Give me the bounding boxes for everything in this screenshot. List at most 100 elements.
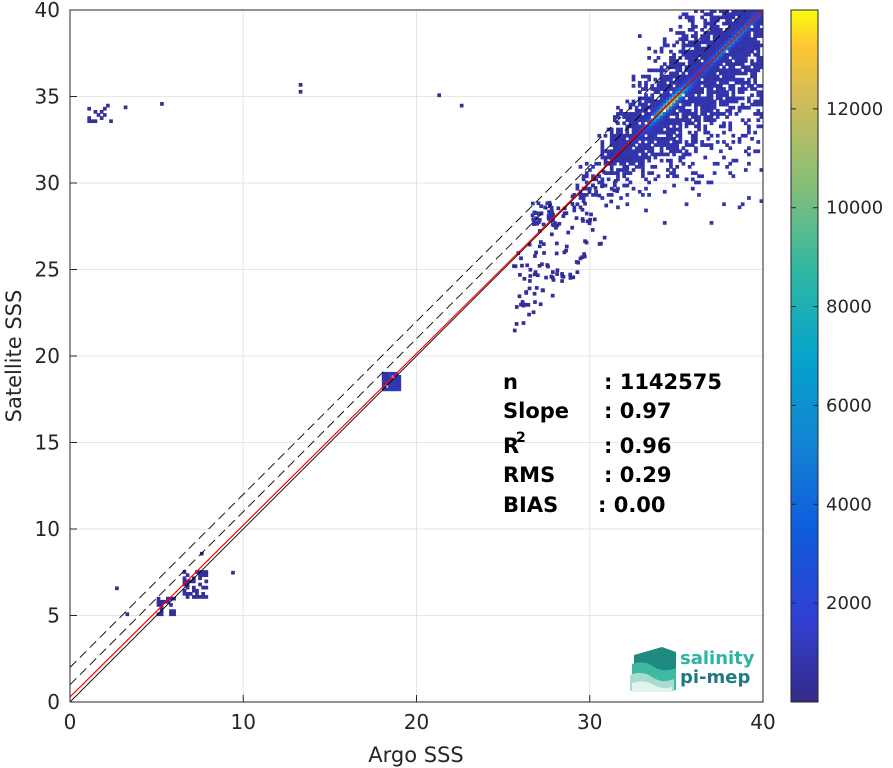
density-cell (675, 143, 680, 147)
density-cell (669, 96, 673, 101)
density-cell (687, 84, 692, 88)
density-cell (697, 193, 701, 197)
density-cell (625, 118, 630, 123)
density-cell (201, 591, 206, 596)
density-cell (753, 77, 758, 82)
density-cell (737, 77, 742, 82)
density-cell (616, 158, 620, 163)
density-cell (669, 130, 673, 135)
density-cell (612, 188, 617, 193)
density-cell (684, 52, 689, 57)
density-cell (722, 71, 726, 76)
density-cell (634, 105, 639, 110)
density-cell (619, 127, 623, 132)
density-cell (725, 37, 729, 42)
density-cell (737, 37, 742, 42)
density-cell (641, 168, 645, 172)
density-cell (740, 87, 745, 91)
density-cell (678, 49, 683, 54)
density-cell (694, 171, 698, 175)
density-cell (659, 84, 664, 88)
density-cell (656, 56, 661, 60)
density-cell (759, 168, 763, 172)
density-cell (694, 140, 698, 144)
density-cell (703, 46, 708, 51)
density-cell (583, 201, 587, 206)
density-cell (659, 71, 664, 76)
density-cell (750, 59, 754, 63)
density-cell (703, 99, 708, 104)
density-cell (728, 62, 733, 66)
density-cell (697, 46, 701, 51)
density-cell (731, 77, 736, 82)
density-cell (743, 121, 748, 126)
density-cell (709, 90, 714, 94)
density-cell (616, 121, 620, 126)
density-cell (675, 174, 680, 179)
density-cell (665, 133, 670, 138)
density-cell (681, 80, 686, 85)
density-cell (195, 570, 199, 574)
density-cell (644, 102, 648, 107)
density-cell (712, 71, 717, 76)
density-cell (653, 108, 658, 113)
density-cell (712, 105, 717, 110)
density-cell (665, 174, 670, 179)
density-cell (659, 149, 664, 154)
density-cell (672, 71, 676, 76)
density-cell (665, 105, 670, 110)
density-cell (614, 178, 618, 183)
density-cell (759, 90, 763, 94)
density-cell (678, 140, 683, 144)
density-cell (397, 387, 402, 392)
density-cell (737, 46, 742, 51)
density-cell (628, 143, 633, 147)
density-cell (728, 124, 733, 129)
density-cell (551, 213, 555, 217)
density-cell (700, 74, 705, 79)
density-cell (519, 256, 523, 261)
density-cell (750, 71, 754, 76)
density-cell (622, 140, 627, 144)
density-cell (694, 130, 698, 135)
density-cell (589, 212, 593, 217)
density-cell (109, 119, 113, 124)
density-cell (703, 49, 708, 54)
density-cell (756, 124, 761, 129)
density-cell (625, 183, 630, 188)
density-cell (743, 52, 748, 57)
density-cell (725, 165, 729, 169)
density-cell (669, 105, 673, 110)
density-cell (706, 130, 711, 135)
density-cell (634, 118, 639, 123)
density-cell (637, 149, 642, 154)
density-cell (644, 136, 648, 141)
density-cell (743, 56, 748, 60)
density-cell (669, 127, 673, 132)
density-cell (641, 87, 645, 91)
density-cell (585, 219, 590, 224)
density-cell (93, 119, 98, 124)
density-cell (584, 180, 589, 185)
density-cell (669, 136, 673, 141)
density-cell (725, 80, 729, 85)
density-cell (715, 161, 720, 166)
density-cell (644, 87, 648, 91)
density-cell (756, 118, 761, 123)
density-cell (541, 288, 545, 293)
density-cell (731, 71, 736, 76)
density-cell (678, 74, 683, 79)
density-cell (653, 49, 658, 54)
density-cell (665, 118, 670, 123)
density-cell (650, 108, 655, 113)
density-cell (734, 77, 739, 82)
density-cell (706, 59, 711, 63)
density-cell (703, 105, 708, 110)
density-cell (641, 146, 645, 151)
density-cell (715, 31, 720, 35)
density-cell (584, 174, 589, 179)
density-cell (725, 90, 729, 94)
stat-value: : 0.00 (598, 493, 666, 517)
density-cell (718, 59, 723, 63)
density-cell (737, 56, 742, 60)
